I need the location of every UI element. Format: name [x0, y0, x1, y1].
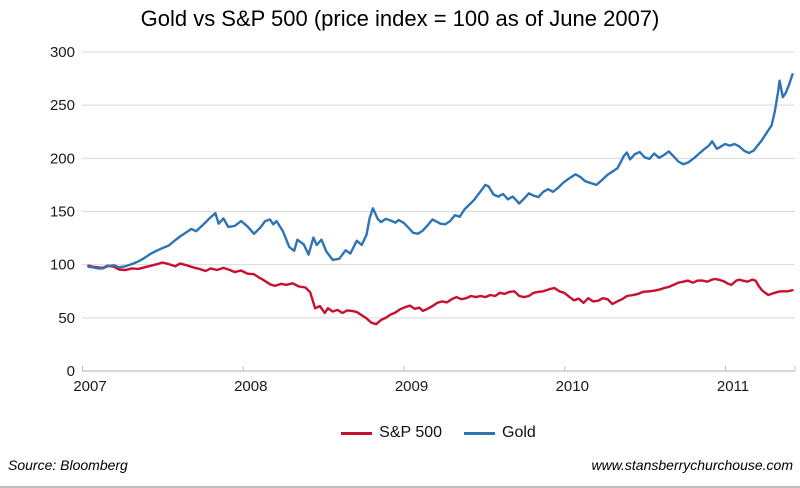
source-text: Source: Bloomberg [8, 457, 128, 473]
series-line-s-p-500 [87, 261, 794, 326]
x-tick-label-2008: 2008 [234, 378, 267, 395]
sp500-line-swatch [341, 431, 373, 435]
y-tick-label-300: 300 [50, 44, 75, 61]
legend-label-gold: Gold [502, 424, 536, 441]
y-tick-label-100: 100 [50, 257, 75, 274]
plot-area: 0 50 100 150 200 250 300 2007 2008 2009 2010 2011 [50, 44, 796, 395]
gold-line-swatch [464, 431, 496, 435]
legend-label-sp500: S&P 500 [379, 424, 443, 441]
x-tick-label-2009: 2009 [395, 378, 428, 395]
y-tick-label-50: 50 [58, 310, 75, 327]
y-tick-label-150: 150 [50, 204, 75, 221]
chart-title: Gold vs S&P 500 (price index = 100 as of… [140, 6, 660, 31]
x-tick-label-2007: 2007 [73, 378, 106, 395]
footer: Source: Bloomberg www.stansberrychurchou… [8, 457, 793, 473]
x-tick-label-2011: 2011 [717, 378, 749, 395]
y-tick-label-250: 250 [50, 97, 75, 114]
y-tick-label-200: 200 [50, 150, 75, 167]
series-line-gold [87, 73, 794, 270]
legend: S&P 500 Gold [82, 422, 795, 444]
x-tick-label-2010: 2010 [556, 378, 589, 395]
legend-item-gold: Gold [464, 424, 536, 442]
y-tick-label-0: 0 [67, 363, 75, 380]
website-text: www.stansberrychurchouse.com [591, 457, 793, 473]
legend-item-sp500: S&P 500 [341, 424, 442, 442]
